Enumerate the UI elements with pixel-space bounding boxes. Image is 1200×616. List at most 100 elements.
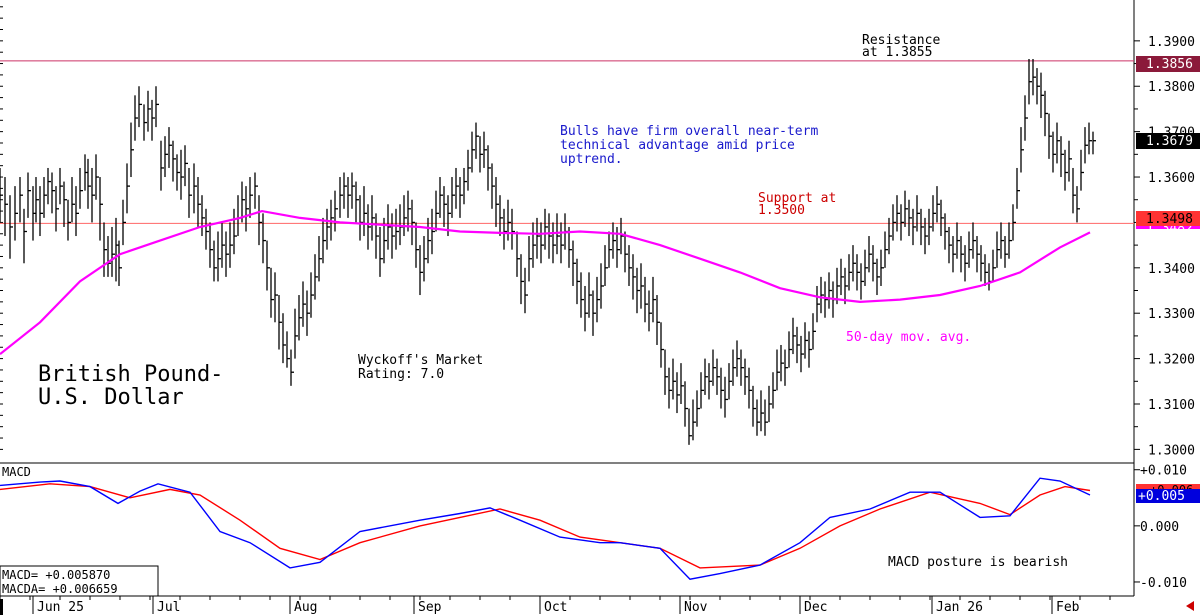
bull-note-line1: Bulls have firm overall near-term	[560, 124, 818, 139]
price-bar	[249, 177, 253, 218]
price-bar	[14, 186, 18, 241]
price-bar	[880, 249, 884, 286]
macd-axis: +0.010 0.000 -0.010	[1134, 464, 1187, 591]
price-bar	[716, 358, 720, 395]
price-bar	[371, 195, 375, 241]
price-bar	[213, 240, 217, 282]
price-bar	[339, 177, 343, 218]
price-bar	[391, 213, 395, 259]
y-tick-label: 1.3200	[1148, 353, 1195, 368]
macd-posture-note: MACD posture is bearish	[888, 555, 1068, 570]
price-bar	[744, 358, 748, 395]
price-bar	[908, 199, 912, 237]
macd-panel-label: MACD	[2, 465, 31, 479]
macda-signal-line	[0, 483, 1091, 569]
price-bar	[395, 208, 399, 250]
price-bar	[326, 208, 330, 250]
price-bar	[1048, 113, 1052, 159]
price-bar	[664, 349, 668, 395]
price-bar	[118, 240, 122, 286]
price-bar	[122, 199, 126, 246]
price-bar	[528, 236, 532, 282]
price-bar	[155, 86, 159, 128]
price-bar	[704, 358, 708, 395]
price-bar	[455, 167, 459, 209]
support-tag: 1.3482 1.3498	[1136, 211, 1200, 236]
price-bar	[552, 222, 556, 264]
scroll-right-arrow-icon[interactable]	[1186, 601, 1194, 611]
rating-line1: Wyckoff's Market	[358, 353, 483, 368]
y-tick-label: 1.3300	[1148, 307, 1195, 322]
price-bar	[35, 177, 39, 223]
price-bar	[4, 177, 8, 237]
price-bar	[956, 222, 960, 259]
price-bar	[1064, 149, 1068, 191]
price-bar	[1076, 186, 1080, 223]
price-bar	[1092, 131, 1096, 155]
price-bar	[258, 195, 262, 246]
price-bar	[322, 217, 326, 264]
price-bar	[1020, 127, 1024, 173]
price-bar	[351, 172, 355, 209]
price-bar	[290, 349, 294, 386]
price-bar	[197, 177, 201, 227]
price-bar	[604, 245, 608, 286]
price-bar	[812, 313, 816, 350]
price-bar	[608, 231, 612, 268]
price-bar	[318, 236, 322, 282]
price-bar	[138, 86, 142, 128]
price-bar	[403, 195, 407, 237]
y-tick-label: 1.3900	[1148, 35, 1195, 50]
price-bar	[560, 222, 564, 264]
x-tick-label: Feb	[1056, 600, 1080, 615]
price-bar	[536, 217, 540, 259]
price-bar	[888, 217, 892, 255]
price-bar	[27, 172, 31, 218]
scroll-left-marker[interactable]	[0, 599, 3, 615]
price-bar	[952, 236, 956, 273]
price-bar	[636, 267, 640, 314]
price-bar	[1052, 131, 1056, 173]
price-bar	[471, 131, 475, 173]
price-bar	[491, 163, 495, 209]
price-bar	[487, 145, 491, 191]
price-bar	[160, 140, 164, 191]
price-bar	[151, 99, 155, 141]
price-bar	[99, 177, 103, 241]
price-bar	[164, 136, 168, 178]
price-bar	[407, 190, 411, 232]
support-label-line2: 1.3500	[758, 203, 805, 218]
price-bar	[924, 217, 928, 255]
price-bar	[868, 236, 872, 273]
price-bars	[0, 59, 1096, 445]
price-bar	[800, 335, 804, 373]
price-bar	[495, 177, 499, 227]
price-bar	[992, 249, 996, 282]
price-bar	[282, 313, 286, 364]
price-bar	[840, 258, 844, 296]
price-bar	[936, 186, 940, 223]
price-bar	[9, 195, 13, 259]
price-bar	[1056, 122, 1060, 164]
price-bar	[968, 231, 972, 268]
macd-tick-label: 0.000	[1140, 520, 1179, 535]
price-bar	[632, 254, 636, 300]
price-bar	[516, 231, 520, 277]
price-bar	[1000, 222, 1004, 259]
x-tick-label: Jul	[157, 600, 180, 615]
macd-readout: MACD= +0.005870 MACDA= +0.006659	[0, 565, 159, 597]
price-bar	[588, 272, 592, 318]
price-bar	[306, 290, 310, 336]
price-bar	[708, 363, 712, 400]
price-bar	[532, 222, 536, 268]
price-bar	[548, 213, 552, 259]
price-bar	[278, 295, 282, 350]
price-bar	[134, 95, 138, 141]
svg-text:1.3498: 1.3498	[1146, 212, 1193, 227]
price-bar	[1060, 136, 1064, 178]
x-tick-label: Sep	[418, 600, 442, 615]
price-bar	[411, 199, 415, 246]
price-bar	[576, 258, 580, 305]
price-bar	[483, 131, 487, 168]
